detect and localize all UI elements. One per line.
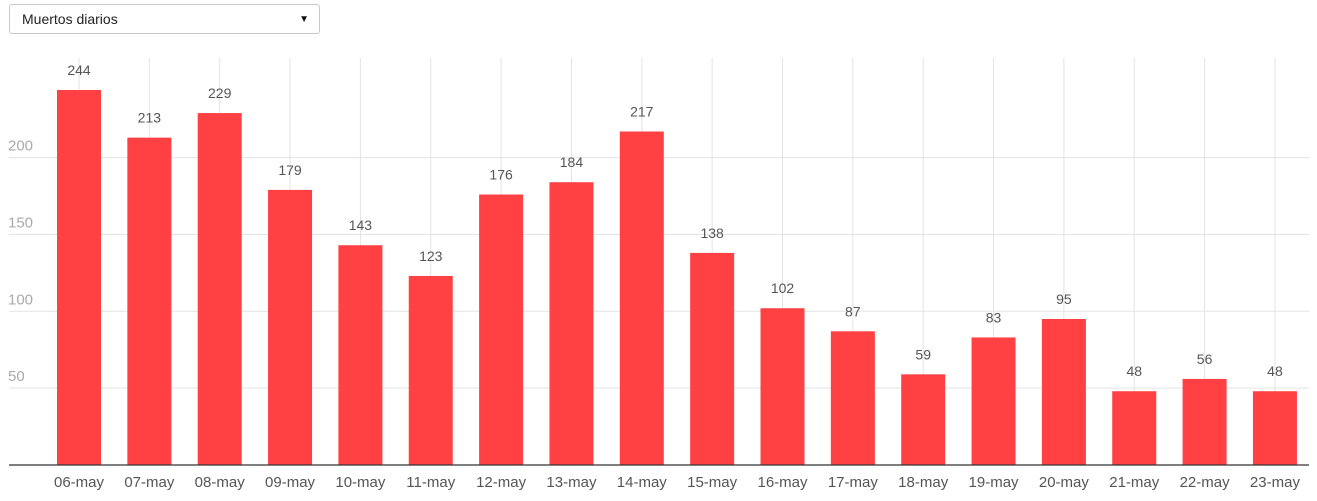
data-label: 143 xyxy=(349,217,373,233)
bar xyxy=(338,245,383,465)
data-label: 83 xyxy=(986,309,1002,325)
bar xyxy=(1252,391,1297,465)
x-tick-label: 16-may xyxy=(757,474,808,491)
x-tick-label: 14-may xyxy=(617,474,668,491)
x-tick-label: 23-may xyxy=(1250,474,1301,491)
data-label: 56 xyxy=(1197,351,1213,367)
x-tick-label: 09-may xyxy=(265,474,316,491)
data-label: 179 xyxy=(278,162,302,178)
bar xyxy=(690,252,735,465)
data-label: 184 xyxy=(560,154,584,170)
x-tick-label: 08-may xyxy=(195,474,246,491)
bar xyxy=(408,275,453,465)
data-label: 217 xyxy=(630,103,654,119)
data-label: 48 xyxy=(1126,363,1142,379)
x-tick-label: 06-may xyxy=(54,474,105,491)
bar xyxy=(549,182,594,465)
x-tick-label: 11-may xyxy=(406,474,455,491)
metric-selector-value: Muertos diarios xyxy=(22,11,118,27)
x-tick-label: 15-may xyxy=(687,474,738,491)
x-tick-label: 22-may xyxy=(1180,474,1231,491)
y-tick-label: 50 xyxy=(8,368,25,385)
bar xyxy=(1182,378,1227,465)
x-tick-label: 18-may xyxy=(898,474,949,491)
bar xyxy=(57,90,101,465)
x-tick-label: 19-may xyxy=(969,474,1020,491)
x-tick-label: 21-may xyxy=(1109,474,1160,491)
x-tick-label: 10-may xyxy=(335,474,386,491)
data-label: 123 xyxy=(419,248,443,264)
bar xyxy=(901,374,946,465)
bar xyxy=(127,137,172,466)
x-tick-label: 07-may xyxy=(124,474,175,491)
bar xyxy=(830,331,875,465)
bar xyxy=(971,337,1016,465)
x-tick-label: 17-may xyxy=(828,474,879,491)
data-label: 48 xyxy=(1267,363,1283,379)
data-label: 176 xyxy=(489,167,513,183)
data-label: 244 xyxy=(67,62,91,78)
y-tick-label: 150 xyxy=(8,214,33,231)
x-tick-label: 20-may xyxy=(1039,474,1090,491)
x-tick-label: 13-may xyxy=(546,474,597,491)
data-label: 138 xyxy=(700,225,724,241)
data-label: 87 xyxy=(845,303,861,319)
bar xyxy=(479,194,524,466)
data-label: 95 xyxy=(1056,291,1072,307)
bar xyxy=(1041,318,1086,465)
metric-selector[interactable]: Muertos diarios ▼ xyxy=(9,4,320,34)
x-tick-label: 12-may xyxy=(476,474,527,491)
bar xyxy=(1112,391,1157,465)
y-tick-label: 200 xyxy=(8,138,33,155)
data-label: 213 xyxy=(138,110,162,126)
data-label: 229 xyxy=(208,85,232,101)
bar xyxy=(760,308,805,465)
dropdown-arrow-icon: ▼ xyxy=(299,13,309,25)
data-label: 102 xyxy=(771,280,795,296)
y-tick-label: 100 xyxy=(8,291,33,308)
data-label: 59 xyxy=(915,346,931,362)
bar xyxy=(268,189,313,466)
bar xyxy=(619,131,664,465)
bar xyxy=(197,113,242,465)
